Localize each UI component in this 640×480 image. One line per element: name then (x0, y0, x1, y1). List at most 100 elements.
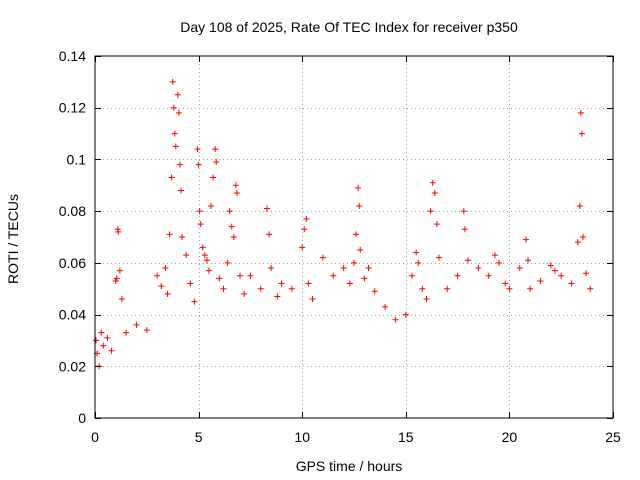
data-point (303, 215, 310, 222)
data-point (454, 272, 461, 279)
data-point (197, 221, 204, 228)
data-point (578, 130, 585, 137)
data-point (429, 179, 436, 186)
data-point (419, 285, 426, 292)
x-tick-label: 10 (294, 429, 310, 445)
data-point (263, 205, 270, 212)
data-point (382, 303, 389, 310)
data-point (213, 159, 220, 166)
data-point (208, 202, 215, 209)
data-point (357, 246, 364, 253)
data-point (525, 257, 532, 264)
data-point (299, 244, 306, 251)
data-point (196, 208, 203, 215)
data-point (268, 265, 275, 272)
x-tick-label: 15 (398, 429, 414, 445)
data-point (371, 288, 378, 295)
data-point (278, 280, 285, 287)
data-point (491, 252, 498, 259)
data-point (574, 239, 581, 246)
data-point (116, 267, 123, 274)
data-point (365, 265, 372, 272)
data-point (158, 283, 165, 290)
data-point (212, 146, 219, 153)
data-point (353, 231, 360, 238)
data-point (166, 231, 173, 238)
data-point (402, 311, 409, 318)
data-point (413, 249, 420, 256)
data-point (587, 285, 594, 292)
data-point (257, 285, 264, 292)
data-point (576, 202, 583, 209)
data-point (203, 257, 210, 264)
data-point (216, 275, 223, 282)
data-point (210, 174, 217, 181)
data-point (113, 275, 120, 282)
data-point (309, 296, 316, 303)
data-point (485, 272, 492, 279)
data-point (162, 265, 169, 272)
data-point (237, 272, 244, 279)
data-point (547, 262, 554, 269)
axis-ticks: 0 5 10 15 20 25 0 0.02 0.04 0.06 0.08 0.1 0.12 0.14 (59, 48, 621, 445)
data-point (444, 285, 451, 292)
data-point (199, 244, 206, 251)
data-points (93, 78, 594, 370)
data-point (288, 285, 295, 292)
data-point (172, 143, 179, 150)
data-point (392, 316, 399, 323)
data-point (305, 280, 312, 287)
y-tick-label: 0.14 (59, 48, 86, 64)
data-point (220, 285, 227, 292)
data-point (169, 78, 176, 85)
data-point (230, 234, 237, 240)
x-tick-label: 25 (605, 429, 621, 445)
data-point (241, 290, 248, 297)
x-tick-label: 20 (502, 429, 518, 445)
data-point (266, 231, 273, 238)
data-point (464, 257, 471, 264)
plot-frame (94, 55, 614, 419)
data-point (558, 272, 565, 279)
data-point (340, 265, 347, 272)
data-point (176, 161, 183, 168)
data-point (351, 259, 357, 266)
data-point (409, 272, 416, 279)
data-point (174, 91, 181, 98)
chart-title: Day 108 of 2025, Rate Of TEC Index for r… (180, 19, 518, 35)
data-point (427, 208, 434, 215)
data-point (168, 174, 175, 181)
data-point (346, 280, 353, 287)
y-tick-label: 0.04 (59, 307, 86, 323)
data-point (274, 293, 281, 300)
y-tick-label: 0.12 (59, 100, 86, 116)
data-point (233, 190, 240, 197)
y-tick-label: 0.02 (59, 358, 86, 374)
data-point (232, 182, 239, 189)
data-point (356, 202, 363, 209)
data-point (460, 208, 467, 215)
data-point (154, 272, 161, 279)
data-point (201, 252, 208, 259)
data-point (435, 254, 442, 261)
data-point (527, 285, 534, 292)
data-point (583, 270, 590, 277)
data-point (415, 259, 422, 266)
y-axis-label: ROTI / TECUs (5, 194, 21, 284)
data-point (195, 161, 202, 168)
y-tick-label: 0.1 (67, 151, 87, 167)
data-point (423, 296, 430, 303)
grid (95, 56, 613, 418)
data-point (104, 334, 111, 341)
data-point (579, 234, 586, 240)
data-point (170, 104, 177, 111)
x-tick-label: 0 (91, 429, 99, 445)
y-tick-label: 0 (78, 410, 86, 426)
data-point (123, 329, 130, 336)
data-point (100, 342, 107, 349)
data-point (98, 329, 105, 336)
data-point (112, 277, 119, 284)
data-point (502, 280, 509, 287)
data-point (118, 296, 125, 303)
